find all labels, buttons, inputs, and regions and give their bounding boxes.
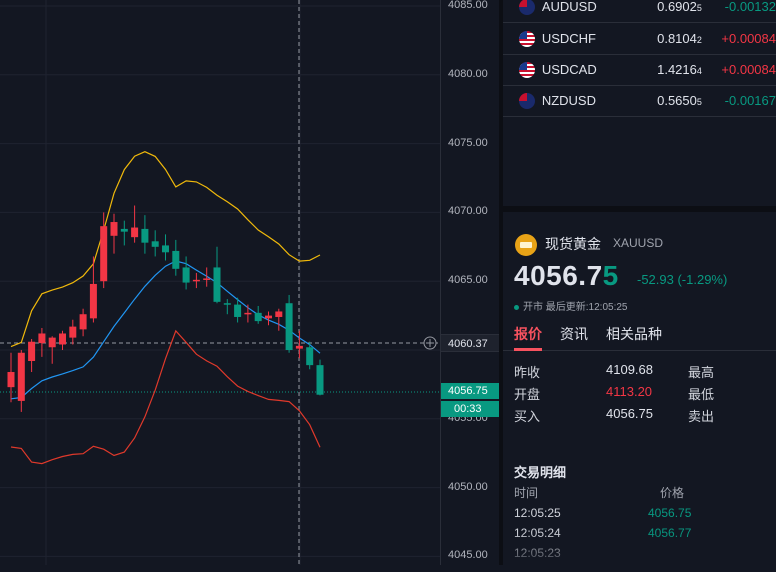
axis-tick-label: 4080.00 [448,67,488,80]
candle-body [295,345,303,349]
deals-col-price: 价格 [660,486,685,500]
candle-body [223,303,231,305]
instrument-change: -52.93 (-1.29%) [637,272,728,287]
quote-row: 昨收 4109.68 最高 [514,362,764,384]
watchlist-row-usdcad[interactable]: USDCAD 1.42164 +0.00084 [503,54,776,86]
crosshair-price-tag: 4060.37 [441,334,499,352]
candle-body [131,227,139,238]
watchlist-change: +0.00084 [721,62,776,77]
quote-label: 开盘 [514,387,541,402]
axis-tick-label: 4075.00 [448,136,488,149]
tab-news[interactable]: 资讯 [560,326,588,342]
right-panel: AUDUSD 0.69025 -0.00132 USDCHF 0.81042 +0.000… [503,0,776,572]
watchlist-price: 0.81042 [657,31,702,46]
candle-body [17,352,25,401]
quote-label: 最高 [688,365,715,380]
watchlist-price: 0.56505 [657,93,702,108]
nz-flag-icon [519,92,535,109]
instrument-name: 现货黄金 [545,236,601,252]
watchlist-row-audusd[interactable]: AUDUSD 0.69025 -0.00132 [503,0,776,23]
quote-row: 开盘 4113.20 最低 [514,384,764,406]
candle-body [89,283,97,319]
candle-body [100,226,108,282]
candle-body [69,326,77,338]
watchlist-symbol: USDCHF [541,31,596,46]
candle-body [48,337,56,348]
quote-table: 昨收 4109.68 最高开盘 4113.20 最低买入 4056.75 卖出 [514,362,764,428]
candle-body [234,304,242,317]
bar-countdown-tag: 00:33 [441,401,499,417]
candle-body [79,314,87,330]
candle-body [275,311,283,317]
deal-time: 12:05:25 [514,506,561,520]
au-flag-icon [519,0,535,15]
axis-tick-label: 4065.00 [448,274,488,287]
candle-body [192,279,200,282]
market-status: 开市 最后更新:12:05:25 [514,298,627,313]
candle-body [265,315,272,319]
axis-tick-label: 4070.00 [448,205,488,218]
axis-tick-label: 4045.00 [448,549,488,562]
candle-body [7,372,15,388]
candle-body [172,250,180,269]
candle-body [162,245,169,253]
quote-value: 4113.20 [606,384,653,399]
panel-divider[interactable] [499,0,503,565]
watchlist-symbol: USDCAD [541,62,597,77]
candle-body [213,267,221,302]
candle-body [38,333,46,344]
deal-price: 4056.75 [648,506,692,520]
deals-title: 交易明细 [514,465,567,480]
status-dot-icon [514,304,519,310]
candle-body [285,303,293,350]
quote-label: 买入 [514,409,541,424]
instrument-code: XAUUSD [613,236,664,250]
candle-body [59,333,66,345]
watchlist-change: -0.00132 [724,0,776,14]
watchlist-symbol: NZDUSD [541,93,596,108]
watchlist-row-nzdusd[interactable]: NZDUSD 0.56505 -0.00167 [503,85,776,117]
axis-tick-label: 4085.00 [448,0,488,11]
quote-label: 最低 [688,387,715,402]
watchlist-price: 0.69025 [657,0,702,14]
quote-value: 4056.75 [606,406,653,421]
quote-row: 买入 4056.75 卖出 [514,406,764,428]
instrument-detail: 现货黄金 XAUUSD 4056.75 -52.93 (-1.29%) 开市 最… [503,206,776,572]
candle-body [120,228,128,232]
bollinger-upper-line [10,151,321,348]
gold-bar-icon [515,234,537,256]
detail-tabs: 报价 资讯 相关品种 [503,322,776,351]
instrument-price: 4056.75 [514,260,619,291]
current-price-tag: 4056.75 [441,383,499,399]
tab-quote[interactable]: 报价 [514,322,542,351]
candle-body [203,278,211,280]
list-fade [503,532,776,572]
candle-body [28,341,36,362]
us-flag-icon [519,30,535,47]
candle-body [141,228,149,243]
candle-body [182,267,190,283]
quote-label: 卖出 [688,409,715,424]
candle-body [306,347,314,366]
quote-value: 4109.68 [606,362,653,377]
price-chart[interactable] [0,0,440,565]
candle-body [316,365,324,395]
watchlist-change: -0.00167 [724,93,776,108]
tab-related[interactable]: 相关品种 [606,326,662,342]
candle-body [110,222,118,236]
candlestick-chart[interactable] [0,0,440,565]
candle-body [254,312,262,322]
watchlist-change: +0.00084 [721,31,776,46]
watchlist-symbol: AUDUSD [541,0,597,14]
axis-tick-label: 4050.00 [448,480,488,493]
us-flag-icon [519,61,535,78]
candle-body [244,312,252,315]
bollinger-lower-line [10,329,321,465]
watchlist-row-usdchf[interactable]: USDCHF 0.81042 +0.00084 [503,23,776,55]
candle-body [151,241,159,247]
watchlist-price: 1.42164 [657,62,702,77]
price-axis[interactable]: 4085.00 4080.00 4075.00 4070.00 4065.00 4060.… [440,0,500,565]
quote-label: 昨收 [514,365,541,380]
deals-col-time: 时间 [514,486,539,500]
